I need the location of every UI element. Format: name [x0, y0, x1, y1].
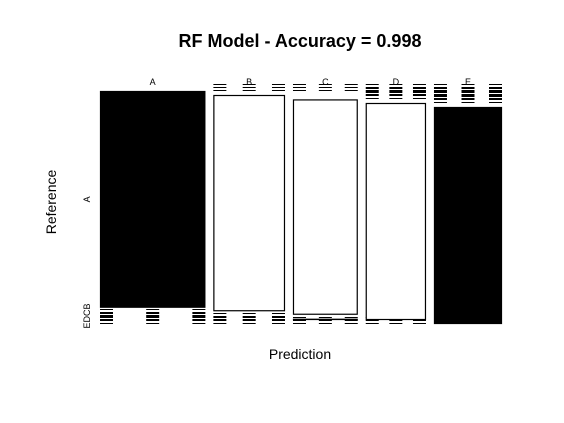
tile-e-b-empty-mark — [213, 317, 227, 324]
tile-b-d-empty-mark — [389, 88, 403, 95]
tile-e-b-empty-mark — [271, 317, 285, 324]
tile-a-d-empty-mark — [389, 84, 403, 91]
tile-c-d-empty-mark — [412, 92, 426, 99]
tile-c-d-empty-mark — [389, 92, 403, 99]
tile-b-e-empty-mark — [461, 88, 475, 95]
tile-a-b-empty-mark — [213, 84, 227, 91]
tile-c-a-empty-mark — [100, 309, 113, 316]
tile-e-c-empty-mark — [318, 317, 332, 324]
x-tick-label: D — [393, 77, 400, 87]
y-axis-label: Reference — [43, 169, 59, 234]
tile-d-e-empty-mark — [489, 96, 502, 103]
mosaic-column-a: A — [99, 77, 206, 324]
tile-d-a-empty-mark — [192, 313, 206, 320]
tile-c-c — [292, 99, 358, 315]
mosaic-column-e: E — [433, 77, 503, 325]
x-axis-label: Prediction — [269, 346, 331, 362]
tile-b-e-empty-mark — [433, 88, 447, 95]
x-tick-label: B — [246, 77, 252, 87]
mosaic-column-d: D — [365, 77, 427, 324]
mosaic-column-b: B — [213, 77, 286, 324]
tile-b-d-empty-mark — [412, 88, 426, 95]
tile-d-b-empty-mark — [271, 313, 285, 320]
tile-c-e-empty-mark — [489, 92, 502, 99]
tile-a-e-empty-mark — [433, 84, 447, 91]
tile-e-b-empty-mark — [242, 317, 256, 324]
tile-d-d — [365, 102, 427, 321]
tile-e-a-empty-mark — [100, 317, 113, 324]
ticks-layer: A EDCB — [82, 196, 92, 328]
tile-b-b — [213, 94, 286, 312]
tile-e-e — [433, 106, 503, 325]
x-tick-label: E — [465, 77, 471, 87]
mosaic-column-c: C — [292, 77, 358, 324]
tile-d-e-empty-mark — [433, 96, 447, 103]
tile-d-b-empty-mark — [213, 313, 227, 320]
tile-d-a-empty-mark — [146, 313, 160, 320]
columns-layer: A B C D E — [99, 77, 503, 325]
tile-b-e-empty-mark — [489, 88, 502, 95]
x-tick-label: A — [150, 77, 156, 87]
tile-c-a-empty-mark — [146, 309, 160, 316]
tile-c-a-empty-mark — [192, 309, 206, 316]
tile-d-e-empty-mark — [461, 96, 475, 103]
tile-d-a-empty-mark — [100, 313, 113, 320]
x-tick-label: C — [322, 77, 329, 87]
tile-e-a-empty-mark — [146, 317, 160, 324]
tile-a-c-empty-mark — [344, 84, 358, 91]
tile-a-e-empty-mark — [489, 84, 502, 91]
y-tick-label-edcb: EDCB — [82, 303, 92, 328]
tile-a-b-empty-mark — [242, 84, 256, 91]
tile-e-c-empty-mark — [292, 317, 306, 324]
tile-c-d-empty-mark — [365, 92, 379, 99]
tile-b-d-empty-mark — [365, 88, 379, 95]
tile-a-e-empty-mark — [461, 84, 475, 91]
tile-d-b-empty-mark — [242, 313, 256, 320]
y-tick-label-a: A — [82, 196, 92, 202]
tile-a-c-empty-mark — [318, 84, 332, 91]
tile-c-e-empty-mark — [433, 92, 447, 99]
tile-a-a — [99, 90, 206, 308]
tile-c-e-empty-mark — [461, 92, 475, 99]
tile-e-c-empty-mark — [344, 317, 358, 324]
tile-a-c-empty-mark — [292, 84, 306, 91]
chart-title: RF Model - Accuracy = 0.998 — [179, 31, 422, 51]
tile-a-d-empty-mark — [365, 84, 379, 91]
tile-a-d-empty-mark — [412, 84, 426, 91]
tile-a-b-empty-mark — [271, 84, 285, 91]
tile-e-a-empty-mark — [192, 317, 206, 324]
